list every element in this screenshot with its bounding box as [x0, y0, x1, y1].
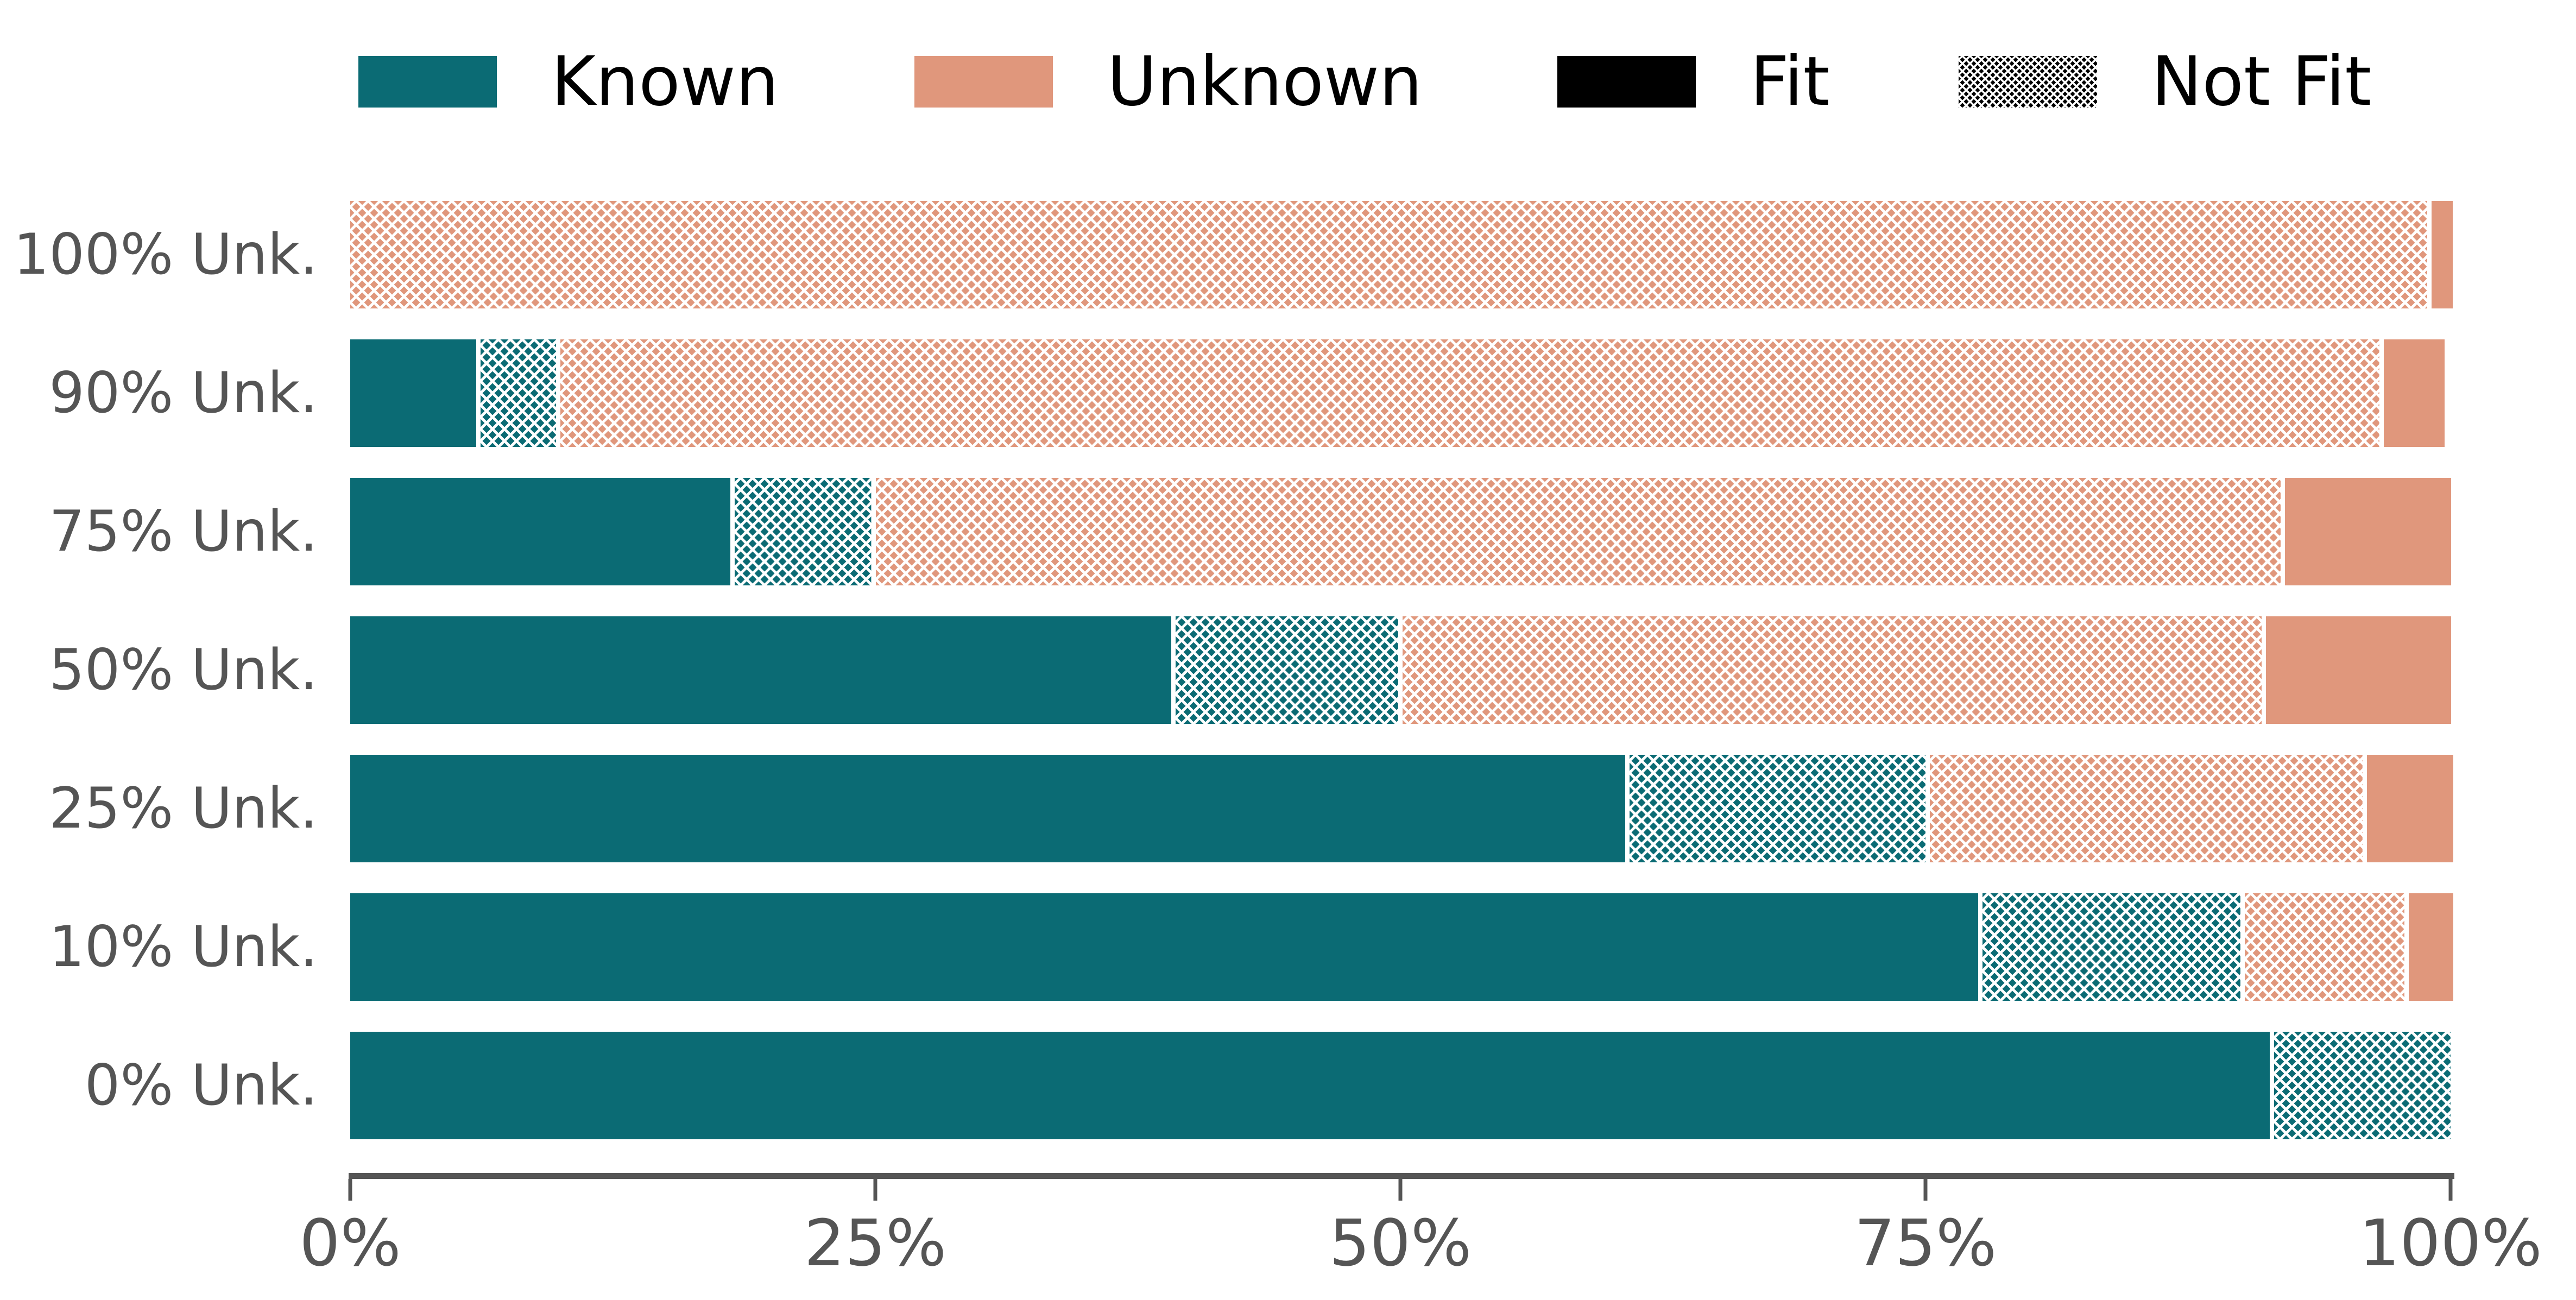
segment-known-fit: [350, 893, 1978, 1001]
segment-known-not-fit: [2274, 1032, 2451, 1139]
legend-swatch-dots: [1959, 55, 2097, 108]
bar-track: [350, 478, 2451, 585]
bar-row-25-unk-: 25% Unk.: [0, 755, 2576, 862]
bar-track: [350, 755, 2453, 862]
segment-unknown-not-fit: [875, 478, 2281, 585]
segment-unknown-not-fit: [350, 201, 2428, 308]
segment-known-not-fit: [1629, 755, 1926, 862]
segment-unknown-fit: [2367, 755, 2453, 862]
y-axis-label: 75% Unk.: [49, 499, 318, 564]
segment-unknown-not-fit: [1403, 616, 2262, 724]
segment-known-fit: [350, 1032, 2270, 1139]
legend-label: Known: [551, 42, 779, 121]
segment-unknown-fit: [2384, 339, 2445, 447]
bar-track: [350, 201, 2453, 308]
x-axis-tick: [1398, 1179, 1403, 1201]
chart-legend: Known Unknown Fit Not Fit: [0, 0, 2576, 141]
segment-unknown-fit: [2266, 616, 2451, 724]
segment-unknown-fit: [2285, 478, 2451, 585]
segment-known-not-fit: [1176, 616, 1399, 724]
y-axis-label: 50% Unk.: [49, 638, 318, 703]
segment-known-not-fit: [1982, 893, 2241, 1001]
x-axis-tick: [1923, 1179, 1928, 1201]
segment-unknown-not-fit: [1930, 755, 2363, 862]
x-axis-tick: [873, 1179, 877, 1201]
legend-label: Not Fit: [2151, 42, 2372, 121]
bar-row-90-unk-: 90% Unk.: [0, 339, 2576, 447]
legend-item-unknown: Unknown: [914, 48, 1422, 116]
y-axis-label: 100% Unk.: [13, 222, 318, 287]
segment-known-fit: [350, 478, 731, 585]
segment-known-fit: [350, 339, 477, 447]
segment-known-not-fit: [481, 339, 557, 447]
x-axis-tick-label: 100%: [2359, 1206, 2542, 1280]
segment-known-fit: [350, 616, 1172, 724]
bar-row-75-unk-: 75% Unk.: [0, 478, 2576, 585]
y-axis-label: 10% Unk.: [49, 914, 318, 980]
segment-unknown-fit: [2409, 893, 2453, 1001]
segment-unknown-fit: [2432, 201, 2453, 308]
x-axis-tick-label: 25%: [804, 1206, 947, 1280]
legend-swatch-teal: [358, 55, 497, 108]
segment-unknown-not-fit: [2245, 893, 2405, 1001]
segment-unknown-not-fit: [560, 339, 2379, 447]
segment-known-fit: [350, 755, 1625, 862]
legend-swatch-salmon: [914, 55, 1053, 108]
bar-row-100-unk-: 100% Unk.: [0, 201, 2576, 308]
bar-row-10-unk-: 10% Unk.: [0, 893, 2576, 1001]
bar-row-0-unk-: 0% Unk.: [0, 1032, 2576, 1139]
x-axis-tick-label: 50%: [1329, 1206, 1472, 1280]
legend-swatch-black: [1557, 55, 1696, 108]
y-axis-label: 90% Unk.: [49, 361, 318, 426]
x-axis-tick-label: 75%: [1854, 1206, 1997, 1280]
y-axis-label: 0% Unk.: [84, 1053, 318, 1118]
bar-track: [350, 616, 2451, 724]
x-axis-line: [349, 1173, 2454, 1179]
legend-item-known: Known: [358, 48, 779, 116]
legend-label: Fit: [1750, 42, 1830, 121]
legend-item-not-fit: Not Fit: [1959, 48, 2371, 116]
segment-known-not-fit: [735, 478, 872, 585]
bar-track: [350, 339, 2451, 447]
bar-track: [350, 1032, 2451, 1139]
bar-track: [350, 893, 2453, 1001]
legend-item-fit: Fit: [1557, 48, 1830, 116]
x-axis-tick: [2448, 1179, 2453, 1201]
x-axis-tick: [348, 1179, 352, 1201]
bar-row-50-unk-: 50% Unk.: [0, 616, 2576, 724]
legend-label: Unknown: [1107, 42, 1423, 121]
y-axis-label: 25% Unk.: [49, 776, 318, 841]
x-axis-tick-label: 0%: [299, 1206, 401, 1280]
